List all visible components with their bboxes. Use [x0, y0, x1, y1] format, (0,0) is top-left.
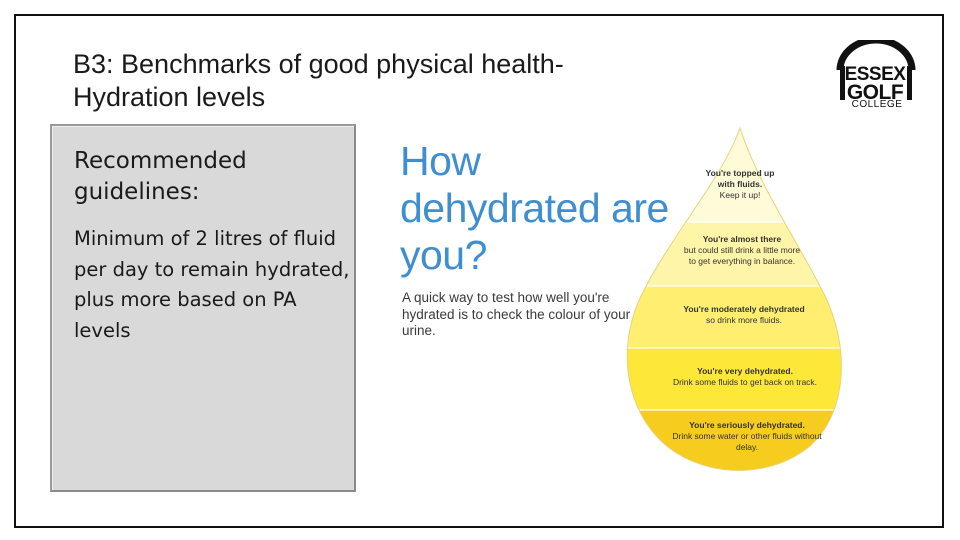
- level-5-detail: Drink some water or other fluids without…: [672, 431, 822, 452]
- level-3-heading: You're moderately dehydrated: [683, 304, 805, 314]
- logo-text-golf: GOLF: [846, 81, 904, 104]
- hydration-infographic: How dehydrated are you? A quick way to t…: [362, 124, 912, 474]
- level-2-detail: but could still drink a little more to g…: [683, 245, 801, 266]
- level-1-heading: You're topped up with fluids.: [705, 168, 775, 189]
- guidelines-body: Minimum of 2 litres of fluid per day to …: [74, 227, 350, 342]
- logo-text-essex: ESSEX: [844, 64, 906, 85]
- level-5-heading: You're seriously dehydrated.: [689, 420, 805, 430]
- level-1-detail: Keep it up!: [719, 190, 761, 200]
- level-band-3: [627, 286, 842, 348]
- infographic-subtitle: A quick way to test how well you're hydr…: [402, 290, 631, 338]
- logo-arc-icon: [836, 40, 916, 100]
- guidelines-box: Recommended guidelines: Minimum of 2 lit…: [50, 124, 356, 492]
- level-3-detail: so drink more fluids.: [705, 315, 783, 325]
- level-band-4: [627, 348, 842, 410]
- guidelines-heading: Recommended guidelines:: [74, 148, 247, 205]
- level-2-heading: You're almost there: [702, 234, 782, 244]
- slide-title-line-1: B3: Benchmarks of good physical health-: [73, 49, 564, 79]
- level-4-label: You're very dehydrated. Drink some fluid…: [650, 366, 840, 388]
- college-logo: ESSEX GOLF COLLEGE: [836, 40, 916, 114]
- slide-title-line-2: Hydration levels: [73, 82, 266, 112]
- level-5-label: You're seriously dehydrated. Drink some …: [672, 420, 822, 453]
- level-3-label: You're moderately dehydrated so drink mo…: [656, 304, 832, 326]
- slide-title: B3: Benchmarks of good physical health- …: [73, 48, 693, 114]
- level-2-label: You're almost there but could still drin…: [680, 234, 804, 267]
- level-4-heading: You're very dehydrated.: [697, 366, 793, 376]
- level-4-detail: Drink some fluids to get back on track.: [672, 377, 818, 387]
- logo-text-college: COLLEGE: [846, 100, 908, 110]
- infographic-title: How dehydrated are you?: [400, 138, 669, 278]
- level-1-label: You're topped up with fluids. Keep it up…: [700, 168, 780, 201]
- water-drop-icon: [626, 126, 842, 471]
